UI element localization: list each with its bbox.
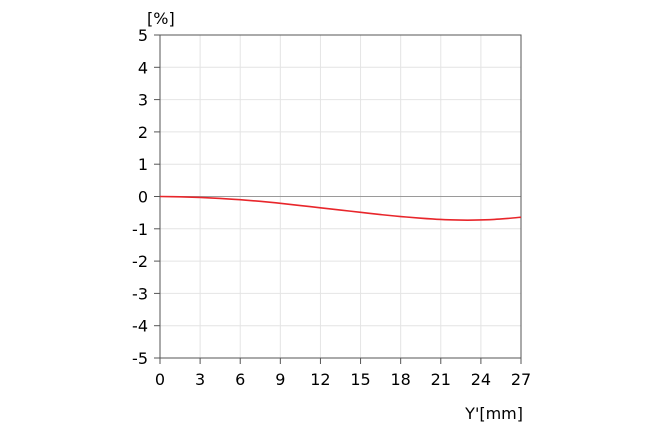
- y-tick-label: 5: [138, 26, 148, 45]
- y-tick-label: -2: [132, 252, 148, 271]
- x-tick-label: 18: [390, 370, 410, 389]
- y-tick-label: 3: [138, 91, 148, 110]
- x-tick-label: 12: [310, 370, 330, 389]
- tick-marks: [154, 34, 522, 364]
- x-tick-label: 21: [431, 370, 451, 389]
- y-tick-label: -4: [132, 317, 148, 336]
- x-tick-label: 24: [471, 370, 491, 389]
- y-tick-labels: 5 4 3 2 1 0 -1 -2 -3 -4 -5: [132, 26, 148, 368]
- y-tick-label: -5: [132, 349, 148, 368]
- x-tick-label: 15: [350, 370, 370, 389]
- x-tick-labels: 0 3 6 9 12 15 18 21 24 27: [155, 370, 531, 389]
- y-tick-label: 0: [138, 188, 148, 207]
- y-tick-label: 4: [138, 58, 148, 77]
- y-axis-title: [%]: [147, 9, 175, 28]
- y-tick-label: 1: [138, 155, 148, 174]
- x-axis-title: Y'[mm]: [464, 404, 523, 423]
- x-tick-label: 6: [235, 370, 245, 389]
- y-tick-label: -3: [132, 284, 148, 303]
- y-tick-label: -1: [132, 220, 148, 239]
- x-tick-label: 27: [511, 370, 531, 389]
- x-tick-label: 3: [195, 370, 205, 389]
- y-tick-label: 2: [138, 123, 148, 142]
- distortion-curve: [159, 195, 522, 221]
- x-tick-label: 9: [275, 370, 285, 389]
- x-tick-label: 0: [155, 370, 165, 389]
